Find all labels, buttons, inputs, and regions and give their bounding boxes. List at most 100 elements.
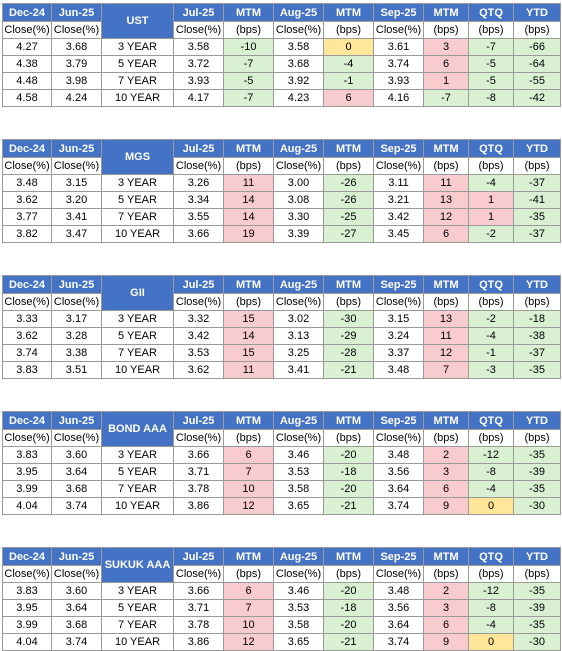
qtq-bps: -2 [468, 225, 514, 243]
jun-25-close: 3.17 [51, 310, 102, 328]
bps-label: (bps) [423, 21, 469, 39]
qtq-bps: -12 [468, 582, 514, 600]
aug-mtm-bps: -25 [323, 208, 374, 226]
close-pct-label: Close(%) [273, 293, 324, 311]
jul-25-close: 3.53 [173, 344, 224, 362]
table-row: 4.27 3.68 3 YEAR 3.58 -10 3.58 0 3.61 3 -7 -66 [2, 38, 561, 56]
tenor-label: 10 YEAR [101, 89, 174, 107]
ytd-bps: -35 [513, 480, 561, 498]
mtm-header: MTM [323, 139, 374, 158]
table-row: 3.62 3.20 5 YEAR 3.34 14 3.08 -26 3.21 13 1 -41 [2, 191, 561, 209]
ytd-bps: -41 [513, 191, 561, 209]
close-pct-label: Close(%) [51, 21, 102, 39]
ytd-bps: -66 [513, 38, 561, 56]
aug-25-close: 3.92 [273, 72, 324, 90]
aug-mtm-bps: 0 [323, 38, 374, 56]
mtm-header: MTM [223, 411, 274, 430]
jul-25-header: Jul-25 [173, 139, 224, 158]
aug-25-header: Aug-25 [273, 411, 324, 430]
dec-24-close: 3.95 [2, 463, 52, 481]
sep-mtm-bps: 3 [423, 599, 469, 617]
aug-25-close: 3.39 [273, 225, 324, 243]
aug-mtm-bps: -26 [323, 191, 374, 209]
aug-25-close: 3.68 [273, 55, 324, 73]
qtq-header: QTQ [468, 411, 514, 430]
header-row: Dec-24 Jun-25 BOND AAA Jul-25 MTM Aug-25… [2, 411, 561, 447]
mtm-header: MTM [423, 411, 469, 430]
ytd-bps: -37 [513, 225, 561, 243]
table-row: 4.04 3.74 10 YEAR 3.86 12 3.65 -21 3.74 9 0 -30 [2, 497, 561, 515]
jul-mtm-bps: 11 [223, 174, 274, 192]
table-row: 3.33 3.17 3 YEAR 3.32 15 3.02 -30 3.15 13 -2 -18 [2, 310, 561, 328]
aug-25-close: 3.53 [273, 463, 324, 481]
sep-25-close: 3.93 [373, 72, 424, 90]
qtq-bps: -3 [468, 361, 514, 379]
table-row: 4.38 3.79 5 YEAR 3.72 -7 3.68 -4 3.74 6 -5 -64 [2, 55, 561, 73]
jun-25-close: 3.15 [51, 174, 102, 192]
ytd-header: YTD [513, 547, 561, 566]
ytd-bps: -38 [513, 327, 561, 345]
sep-25-close: 3.74 [373, 55, 424, 73]
dec-24-header: Dec-24 [2, 411, 52, 430]
yield-table-ust: Dec-24 Jun-25 UST Jul-25 MTM Aug-25 MTM … [2, 3, 561, 107]
jun-25-header: Jun-25 [51, 275, 102, 294]
sep-25-close: 3.61 [373, 38, 424, 56]
qtq-bps: -8 [468, 89, 514, 107]
dec-24-close: 3.62 [2, 191, 52, 209]
aug-25-close: 3.25 [273, 344, 324, 362]
jun-25-close: 3.74 [51, 633, 102, 651]
tenor-label: 7 YEAR [101, 480, 174, 498]
jul-25-header: Jul-25 [173, 275, 224, 294]
jul-25-close: 3.86 [173, 497, 224, 515]
jul-25-header: Jul-25 [173, 547, 224, 566]
sep-mtm-bps: 3 [423, 463, 469, 481]
aug-25-header: Aug-25 [273, 3, 324, 22]
sep-25-close: 3.56 [373, 599, 424, 617]
sep-mtm-bps: 13 [423, 310, 469, 328]
close-pct-label: Close(%) [51, 293, 102, 311]
table-title: UST [101, 3, 174, 39]
aug-mtm-bps: -20 [323, 480, 374, 498]
dec-24-close: 3.95 [2, 599, 52, 617]
subheader-row: Close(%) Close(%) Close(%) (bps) Close(%… [2, 565, 561, 583]
ytd-header: YTD [513, 411, 561, 430]
table-row: 4.48 3.98 7 YEAR 3.93 -5 3.92 -1 3.93 1 -5 -55 [2, 72, 561, 90]
bps-label: (bps) [468, 157, 514, 175]
sep-25-close: 3.24 [373, 327, 424, 345]
qtq-bps: -5 [468, 72, 514, 90]
tenor-label: 5 YEAR [101, 327, 174, 345]
table-title: MGS [101, 139, 174, 175]
dec-24-close: 4.27 [2, 38, 52, 56]
qtq-bps: -7 [468, 38, 514, 56]
bps-label: (bps) [513, 293, 561, 311]
bps-label: (bps) [323, 429, 374, 447]
sep-mtm-bps: 12 [423, 208, 469, 226]
close-pct-label: Close(%) [173, 21, 224, 39]
dec-24-close: 4.38 [2, 55, 52, 73]
ytd-header: YTD [513, 3, 561, 22]
aug-mtm-bps: -1 [323, 72, 374, 90]
bps-label: (bps) [513, 157, 561, 175]
table-row: 3.48 3.15 3 YEAR 3.26 11 3.00 -26 3.11 11 -4 -37 [2, 174, 561, 192]
jul-25-close: 3.66 [173, 446, 224, 464]
jul-mtm-bps: -7 [223, 89, 274, 107]
aug-mtm-bps: -18 [323, 599, 374, 617]
mtm-header: MTM [423, 3, 469, 22]
qtq-bps: -4 [468, 616, 514, 634]
qtq-bps: 0 [468, 497, 514, 515]
jun-25-close: 3.51 [51, 361, 102, 379]
table-row: 3.95 3.64 5 YEAR 3.71 7 3.53 -18 3.56 3 -8 -39 [2, 463, 561, 481]
mtm-header: MTM [423, 139, 469, 158]
dec-24-header: Dec-24 [2, 275, 52, 294]
aug-mtm-bps: 6 [323, 89, 374, 107]
header-row: Dec-24 Jun-25 MGS Jul-25 MTM Aug-25 MTM … [2, 139, 561, 175]
bps-label: (bps) [423, 429, 469, 447]
jul-25-close: 3.86 [173, 633, 224, 651]
sep-mtm-bps: 2 [423, 582, 469, 600]
table-row: 3.83 3.51 10 YEAR 3.62 11 3.41 -21 3.48 7 -3 -35 [2, 361, 561, 379]
jul-25-close: 3.71 [173, 599, 224, 617]
aug-mtm-bps: -29 [323, 327, 374, 345]
sep-25-close: 3.21 [373, 191, 424, 209]
yield-table-gii: Dec-24 Jun-25 GII Jul-25 MTM Aug-25 MTM … [2, 275, 561, 379]
